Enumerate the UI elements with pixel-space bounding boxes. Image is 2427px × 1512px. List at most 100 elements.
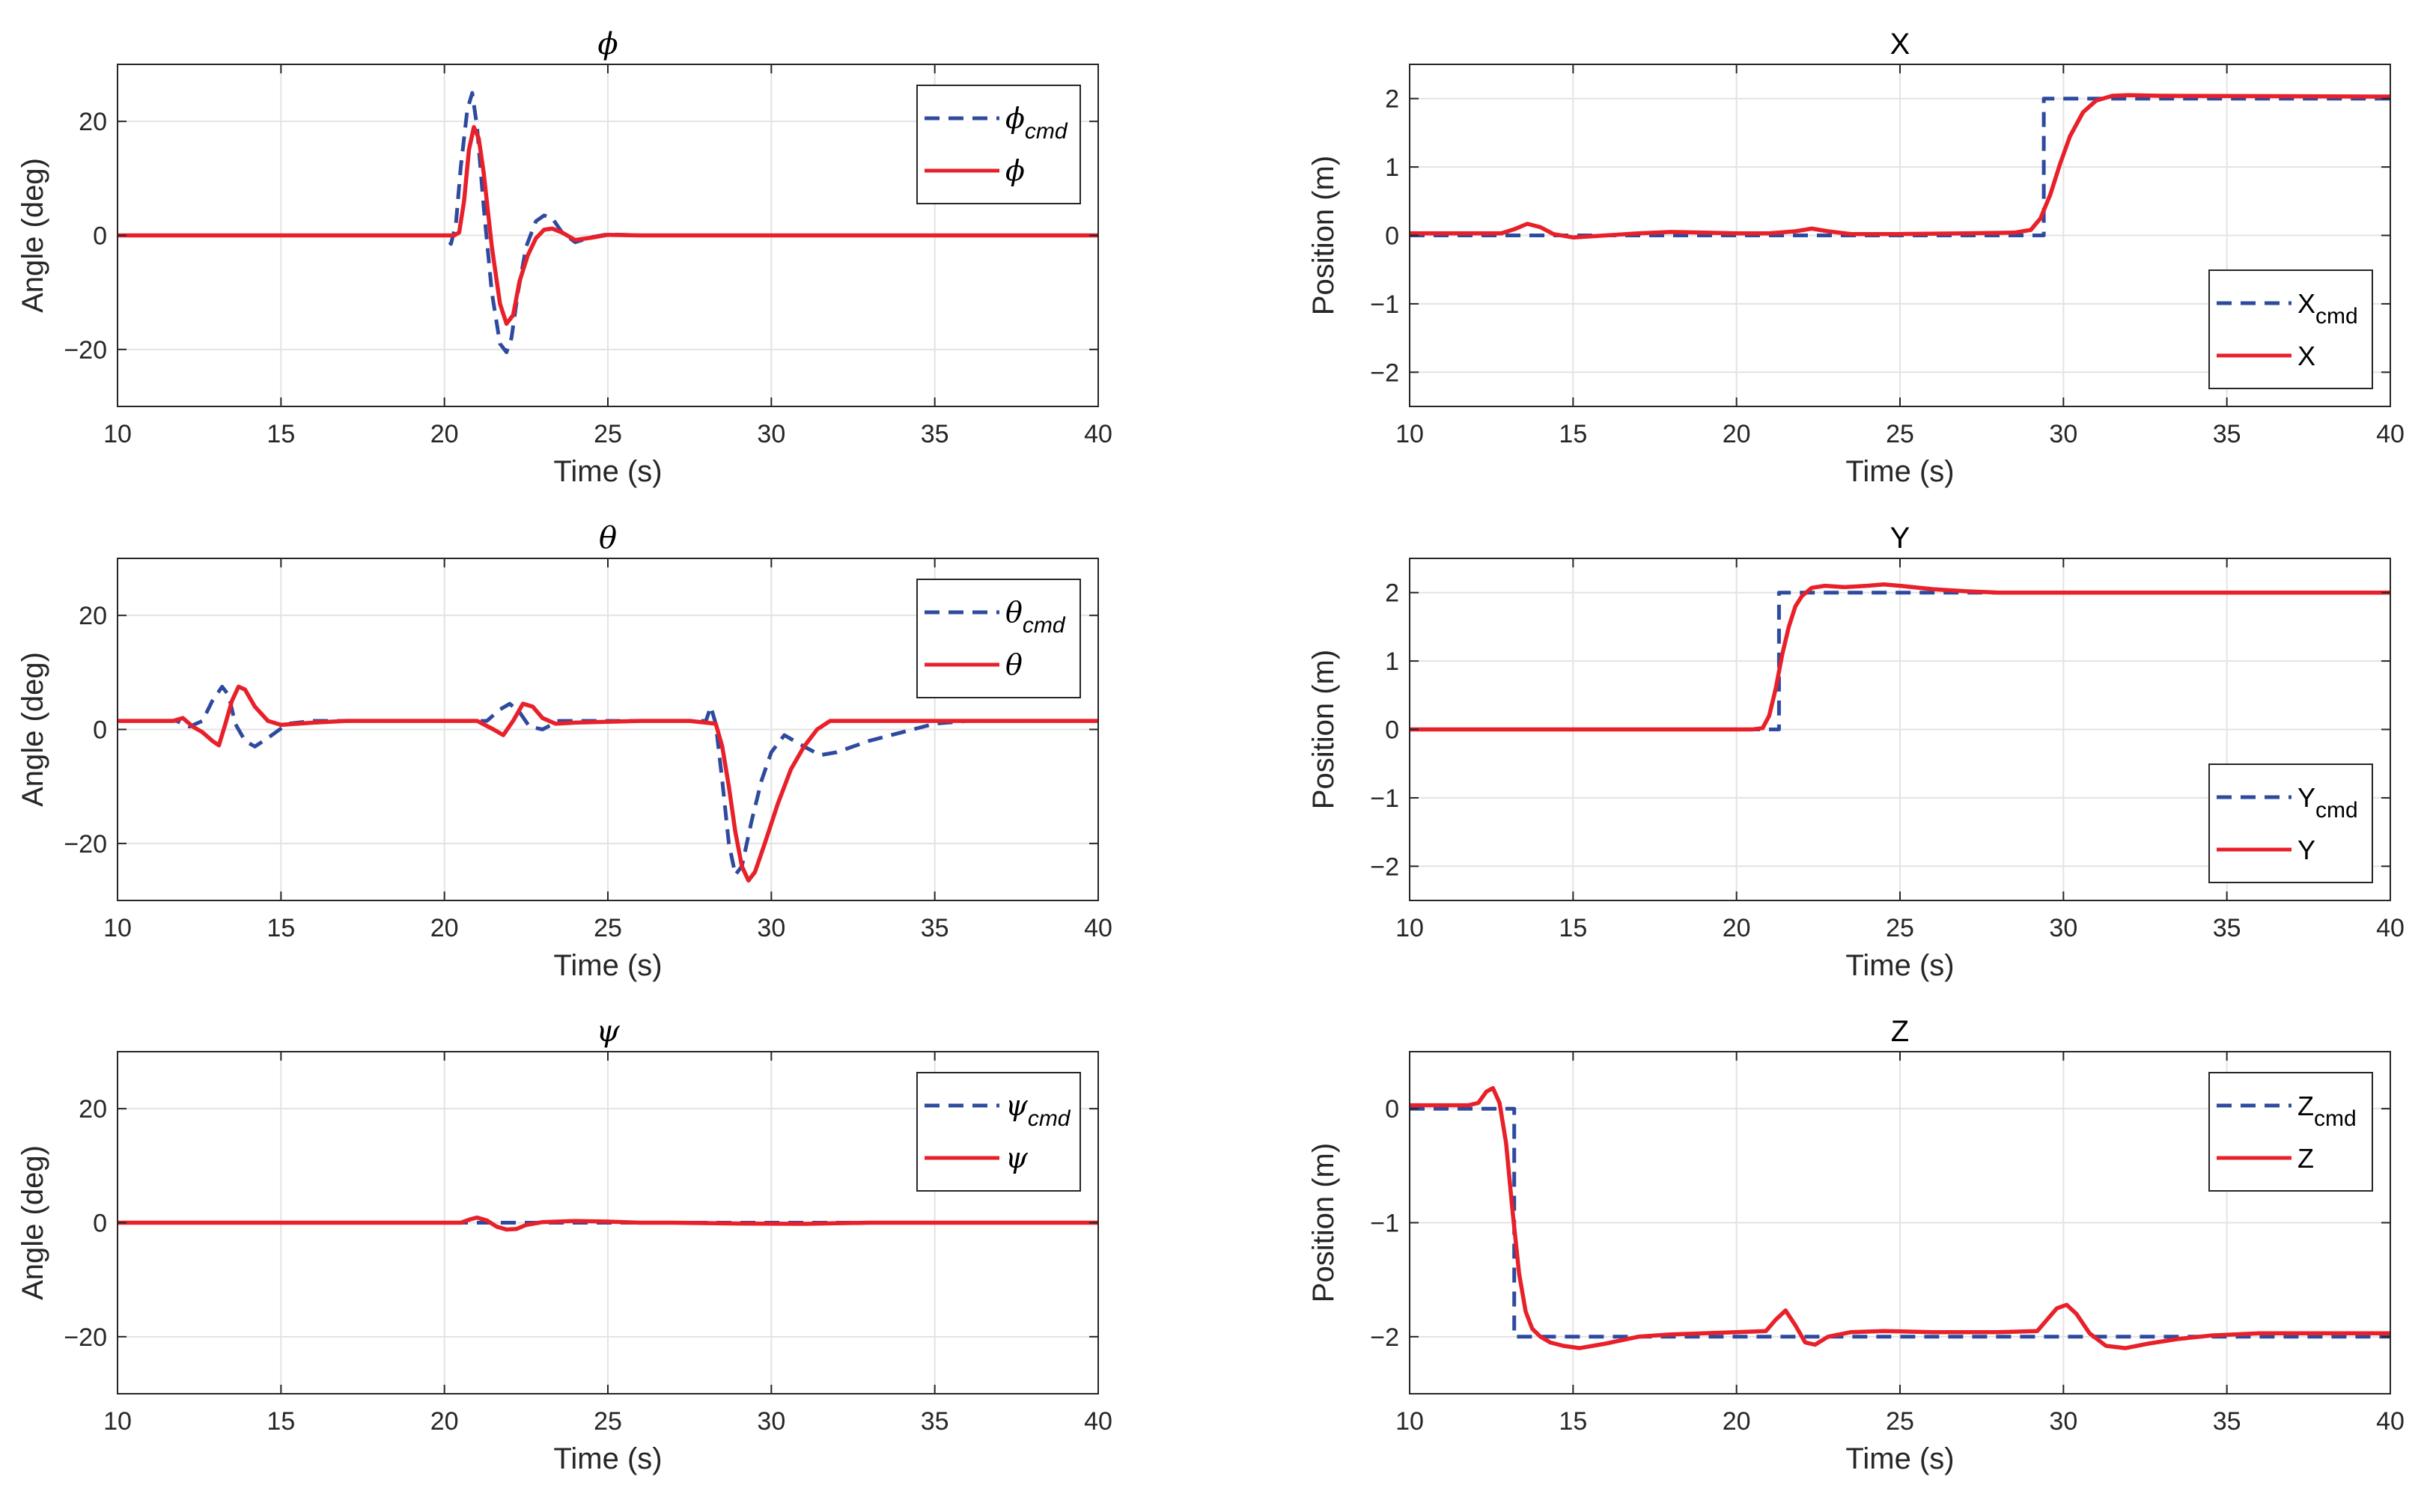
x-tick-label: 40	[1084, 420, 1112, 448]
y-tick-label: −1	[1370, 1210, 1399, 1238]
legend: ϕcmd ϕ	[916, 85, 1081, 204]
chart-title: Y	[1890, 522, 1910, 555]
chart-title: ϕ	[597, 27, 618, 61]
y-tick-label: −2	[1370, 359, 1399, 387]
x-axis-label: Time (s)	[1845, 949, 1954, 982]
x-axis-label: Time (s)	[1845, 1442, 1954, 1475]
panel-phi: 10 15 20 25 30 35 40 −20 0 20 ϕ Time (s) Angle (deg)…	[16, 27, 1112, 488]
x-tick-label: 30	[2049, 1407, 2077, 1436]
panel-x: 10 15 20 25 30 35 40 −2 −1 0 1 2 X Time (s) Position (…	[1307, 28, 2405, 488]
x-tick-label: 25	[594, 914, 622, 942]
x-tick-label: 30	[757, 1407, 785, 1436]
x-tick-label: 25	[1886, 914, 1914, 942]
x-tick-label: 20	[1723, 420, 1751, 448]
y-tick-label: 20	[79, 1095, 107, 1124]
y-axis-label: Position (m)	[1307, 156, 1340, 315]
series-line-cmd	[118, 684, 1098, 877]
y-tick-label: −20	[64, 336, 107, 365]
y-tick-label: 0	[93, 716, 107, 745]
y-tick-label: 20	[79, 602, 107, 630]
panel-psi: 10 15 20 25 30 35 40 −20 0 20 ψ Time (s) Angle (deg)…	[16, 1014, 1112, 1475]
x-tick-label: 20	[430, 914, 459, 942]
x-tick-label: 40	[1084, 914, 1112, 942]
legend-label: Y	[2297, 835, 2315, 865]
x-tick-label: 15	[1559, 420, 1587, 448]
legend: Ycmd Y	[2208, 763, 2373, 883]
legend-label: Zcmd	[2297, 1091, 2357, 1131]
x-tick-label: 25	[594, 420, 622, 448]
y-tick-label: −1	[1370, 784, 1399, 813]
x-tick-label: 10	[103, 914, 132, 942]
panel-y: 10 15 20 25 30 35 40 −2 −1 0 1 2 Y Time (s) Position (…	[1307, 522, 2405, 982]
x-tick-label: 10	[1395, 914, 1424, 942]
y-tick-label: 2	[1385, 85, 1399, 114]
chart-title: ψ	[596, 1014, 620, 1049]
x-tick-label: 10	[103, 1407, 132, 1436]
x-tick-label: 15	[1559, 1407, 1587, 1436]
series-line-actual	[118, 684, 1098, 883]
y-axis-label: Angle (deg)	[16, 652, 49, 807]
x-tick-label: 40	[2376, 420, 2405, 448]
series-line-actual	[1410, 1085, 2390, 1350]
series-line-actual	[1410, 93, 2390, 240]
x-axis-label: Time (s)	[1845, 455, 1954, 488]
x-tick-label: 20	[1723, 914, 1751, 942]
y-axis-label: Angle (deg)	[16, 1145, 49, 1300]
chart-title: θ	[599, 521, 617, 555]
x-tick-label: 10	[1395, 1407, 1424, 1436]
y-tick-label: 0	[1385, 1095, 1399, 1124]
series-line-actual	[1410, 582, 2390, 732]
x-axis-label: Time (s)	[553, 949, 662, 982]
legend-label: Ycmd	[2297, 782, 2358, 823]
legend-box	[916, 1072, 1081, 1192]
x-tick-label: 40	[1084, 1407, 1112, 1436]
legend: θcmd θ	[916, 579, 1081, 698]
legend: Xcmd X	[2208, 269, 2373, 389]
y-tick-label: 1	[1385, 647, 1399, 676]
x-tick-label: 40	[2376, 1407, 2405, 1436]
legend-label: ϕcmd	[1005, 102, 1068, 144]
legend-label: ϕ	[1005, 154, 1025, 187]
x-tick-label: 35	[2213, 420, 2241, 448]
x-tick-label: 20	[430, 1407, 459, 1436]
y-tick-label: −2	[1370, 853, 1399, 881]
legend: ψcmd ψ	[916, 1072, 1081, 1192]
x-tick-label: 15	[267, 1407, 295, 1436]
legend: Zcmd Z	[2208, 1072, 2373, 1192]
series-line-actual	[118, 125, 1098, 326]
legend-box	[2208, 1072, 2373, 1192]
y-tick-label: −20	[64, 830, 107, 859]
y-tick-label: 2	[1385, 579, 1399, 608]
legend-box	[2208, 269, 2373, 389]
x-tick-label: 30	[2049, 420, 2077, 448]
y-axis-label: Position (m)	[1307, 650, 1340, 809]
panel-z: 10 15 20 25 30 35 40 −2 −1 0 Z Time (s) Position (m)…	[1307, 1015, 2405, 1475]
series-line-cmd	[1410, 97, 2390, 237]
y-tick-label: 0	[93, 1210, 107, 1238]
legend-box	[2208, 763, 2373, 883]
y-axis-label: Angle (deg)	[16, 158, 49, 313]
x-tick-label: 10	[103, 420, 132, 448]
y-tick-label: −1	[1370, 290, 1399, 319]
y-tick-label: 0	[1385, 716, 1399, 745]
x-tick-label: 30	[757, 914, 785, 942]
legend-label: Z	[2297, 1143, 2314, 1174]
legend-box	[916, 85, 1081, 204]
legend-label: ψ	[1005, 1141, 1029, 1174]
x-tick-label: 15	[1559, 914, 1587, 942]
x-tick-label: 35	[2213, 914, 2241, 942]
y-tick-label: 0	[1385, 222, 1399, 251]
x-tick-label: 40	[2376, 914, 2405, 942]
y-axis-label: Position (m)	[1307, 1143, 1340, 1302]
x-tick-label: 35	[2213, 1407, 2241, 1436]
x-tick-label: 25	[1886, 1407, 1914, 1436]
x-tick-label: 20	[1723, 1407, 1751, 1436]
x-tick-label: 30	[757, 420, 785, 448]
y-tick-label: 0	[93, 222, 107, 251]
y-tick-label: 1	[1385, 153, 1399, 182]
y-tick-label: 20	[79, 108, 107, 136]
chart-title: X	[1890, 28, 1910, 61]
legend-label: ψcmd	[1005, 1089, 1071, 1131]
legend-label: Xcmd	[2297, 288, 2358, 329]
